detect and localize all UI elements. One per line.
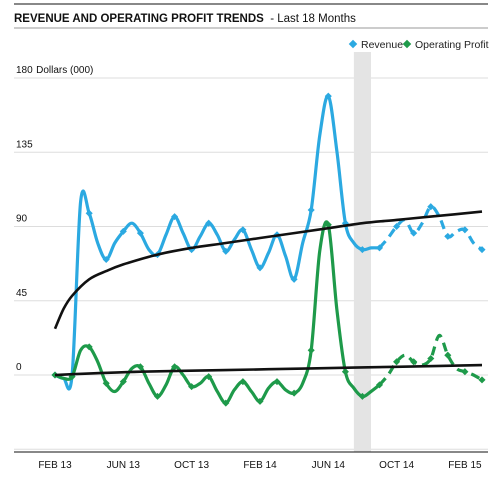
data-point-revenue — [478, 246, 486, 254]
data-point-revenue — [256, 264, 264, 272]
x-tick-label: OCT 14 — [379, 460, 414, 471]
y-tick-label: 180 — [16, 65, 33, 76]
data-point-revenue — [410, 229, 418, 237]
x-tick-label: FEB 15 — [448, 460, 482, 471]
series-revenue — [51, 92, 486, 391]
data-point-revenue — [307, 206, 315, 214]
series-operating-profit — [51, 220, 486, 407]
data-point-operating-profit — [119, 378, 127, 386]
data-point-revenue — [444, 232, 452, 240]
data-point-revenue — [461, 226, 469, 234]
trend-line-operating-profit — [54, 363, 483, 377]
data-point-revenue — [102, 255, 110, 264]
data-point-revenue — [324, 92, 332, 100]
legend: Revenue Operating Profit — [348, 39, 489, 51]
chart-subtitle: - Last 18 Months — [270, 13, 356, 25]
data-point-revenue — [375, 244, 384, 252]
data-point-operating-profit — [256, 397, 264, 405]
data-point-operating-profit — [85, 343, 93, 351]
legend-operating-profit-label: Operating Profit — [415, 39, 489, 51]
data-point-revenue — [222, 247, 230, 255]
y-axis-ticks: 180 135 90 45 0 — [16, 65, 33, 373]
data-point-revenue — [290, 275, 298, 283]
y-axis-label: Dollars (000) — [36, 65, 93, 76]
legend-revenue-label: Revenue — [361, 39, 403, 51]
data-point-revenue — [119, 227, 127, 235]
data-point-operating-profit — [444, 351, 452, 359]
trend-line-revenue — [53, 210, 483, 330]
series-line-operating-profit — [53, 220, 382, 405]
data-point-operating-profit — [324, 221, 332, 229]
data-point-operating-profit — [222, 399, 230, 407]
y-tick-label: 45 — [16, 288, 28, 299]
data-point-revenue — [136, 229, 144, 237]
data-point-operating-profit — [358, 392, 366, 400]
data-point-revenue — [239, 226, 247, 234]
y-tick-label: 90 — [16, 214, 28, 225]
data-point-revenue — [393, 222, 401, 231]
data-point-operating-profit — [239, 378, 247, 386]
data-point-revenue — [205, 219, 213, 227]
y-tick-label: 135 — [16, 139, 33, 150]
data-point-revenue — [427, 203, 435, 211]
data-point-operating-profit — [188, 383, 196, 391]
data-point-revenue — [85, 209, 93, 217]
x-axis-ticks: FEB 13 JUN 13 OCT 13 FEB 14 JUN 14 OCT 14 FEB … — [38, 460, 482, 471]
data-point-operating-profit — [341, 368, 349, 376]
data-point-operating-profit — [375, 381, 384, 389]
data-point-operating-profit — [102, 379, 110, 387]
data-point-operating-profit — [273, 378, 281, 386]
data-point-operating-profit — [478, 376, 486, 384]
data-point-revenue — [171, 213, 179, 221]
chart-title: REVENUE AND OPERATING PROFIT TRENDS — [14, 13, 264, 25]
x-tick-label: FEB 13 — [38, 460, 72, 471]
data-point-operating-profit — [410, 358, 418, 366]
data-point-operating-profit — [171, 363, 179, 371]
x-tick-label: FEB 14 — [243, 460, 277, 471]
y-tick-label: 0 — [16, 362, 22, 373]
data-point-operating-profit — [290, 389, 298, 397]
data-point-revenue — [358, 246, 366, 254]
data-point-operating-profit — [427, 354, 435, 363]
legend-operating-profit-marker — [402, 39, 412, 49]
series-layer — [51, 92, 486, 407]
x-tick-label: JUN 14 — [312, 460, 346, 471]
data-point-operating-profit — [393, 358, 401, 366]
x-tick-label: OCT 13 — [174, 460, 209, 471]
data-point-operating-profit — [153, 392, 162, 400]
data-point-operating-profit — [136, 363, 144, 371]
grid — [14, 77, 488, 450]
data-point-operating-profit — [461, 368, 469, 376]
legend-revenue-marker — [348, 39, 358, 49]
x-tick-label: JUN 13 — [107, 460, 141, 471]
data-point-operating-profit — [205, 373, 213, 381]
data-point-operating-profit — [307, 346, 315, 354]
